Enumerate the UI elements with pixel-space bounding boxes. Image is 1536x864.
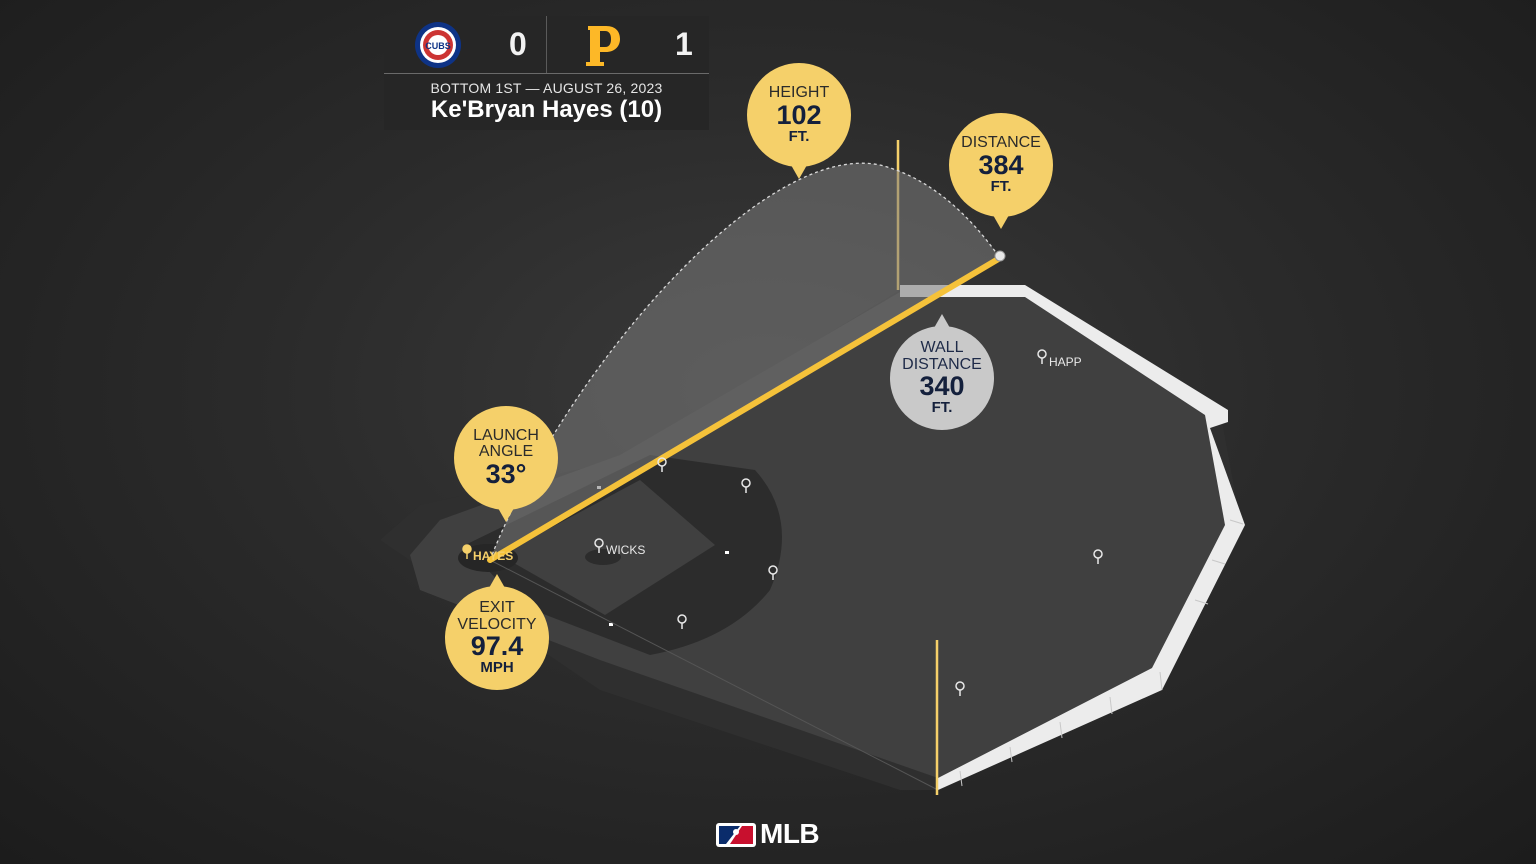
fielder-label: HAPP [1049,355,1082,369]
outfield-wall [900,285,1245,790]
launch-angle-label-1: LAUNCH [473,426,539,444]
pin-icon [741,478,751,493]
score-divider [546,16,547,73]
height-bubble: HEIGHT 102 FT. [747,63,851,179]
bubble-pointer [489,574,505,588]
wall-distance-label-2: DISTANCE [902,355,982,373]
pin-icon [955,681,965,696]
mlb-logo-icon [716,823,756,847]
exit-velocity-label-2: VELOCITY [457,615,537,633]
batter-label: HAYES [473,549,514,563]
cubs-logo-icon: CUBS [415,22,461,68]
bubble-pointer [934,314,950,328]
pitcher-mound [585,549,621,565]
exit-velocity-bubble: EXIT VELOCITY 97.4 MPH [445,574,549,690]
pin-icon [1037,349,1047,364]
exit-velocity-value: 97.4 [470,630,524,661]
pin-icon [1093,549,1103,564]
fielder-pins [594,349,1103,696]
height-unit: FT. [788,128,810,146]
bubble-pointer [498,508,514,522]
wall-distance-bubble: WALL DISTANCE 340 FT. [890,314,994,430]
wall-distance-label-1: WALL [920,339,964,357]
scoreboard: CUBS 0 1 BOTTOM 1ST — AUGUST 26, 2023 Ke… [384,16,709,130]
batter-pin-icon [462,544,472,559]
trajectory-area [490,163,1000,560]
game-info: BOTTOM 1ST — AUGUST 26, 2023 [430,80,663,96]
bubble-pointer [993,215,1009,229]
batter-name: Ke'Bryan Hayes (10) [430,96,663,123]
away-score: 0 [509,26,527,62]
bubble-pointer [791,165,807,179]
exit-velocity-unit: MPH [480,659,514,677]
distance-bubble: DISTANCE 384 FT. [949,113,1053,229]
distance-unit: FT. [990,178,1012,196]
outfield [410,292,1225,778]
wall-distance-value: 340 [919,370,965,401]
height-label: HEIGHT [768,84,830,102]
wall-distance-unit: FT. [931,399,953,417]
exit-velocity-label-1: EXIT [479,599,515,617]
mlb-wordmark: MLB [760,818,820,849]
height-value: 102 [776,99,822,130]
pirates-logo-icon [586,26,620,66]
score-row: CUBS 0 1 [384,16,709,73]
pin-icon [594,538,604,553]
launch-angle-bubble: LAUNCH ANGLE 33° [454,406,558,522]
pin-icon [657,457,667,472]
ball-ground-track [487,255,1003,563]
pitcher-label: WICKS [606,543,646,557]
pin-icon [768,565,778,580]
home-score: 1 [675,26,693,62]
svg-text:CUBS: CUBS [425,41,451,51]
infield-grass [500,480,715,615]
launch-angle-value: 33° [485,458,527,489]
trajectory-arc [489,162,1001,561]
wall-stripes [959,519,1244,787]
baseball-icon [994,250,1006,262]
pin-icon [677,614,687,629]
launch-angle-label-2: ANGLE [478,443,534,461]
foul-line-right [489,559,939,791]
distance-label: DISTANCE [961,134,1041,152]
score-separator [384,73,709,74]
distance-value: 384 [978,149,1024,180]
